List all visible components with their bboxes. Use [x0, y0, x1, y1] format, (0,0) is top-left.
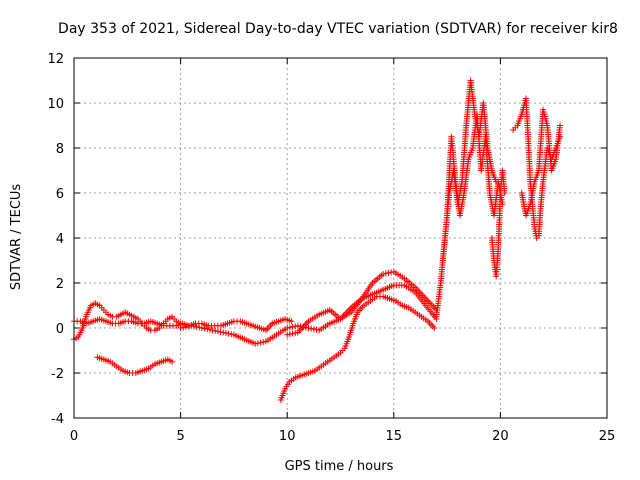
- data-point: [284, 331, 291, 338]
- data-point: [196, 324, 203, 331]
- data-point: [557, 122, 564, 129]
- data-point: [209, 327, 216, 334]
- data-point: [212, 327, 219, 334]
- data-point: [177, 325, 184, 331]
- data-point: [252, 340, 259, 347]
- x-tick-label: 15: [386, 429, 403, 444]
- data-point: [308, 325, 315, 332]
- y-tick-label: -4: [51, 412, 64, 427]
- data-point: [292, 323, 299, 330]
- series-track-c: [94, 354, 176, 376]
- y-tick-label: 8: [56, 142, 64, 157]
- data-point: [190, 323, 197, 330]
- data-point: [292, 330, 299, 337]
- x-tick-label: 10: [279, 429, 296, 444]
- y-tick-label: 2: [56, 277, 64, 292]
- chart-title: Day 353 of 2021, Sidereal Day-to-day VTE…: [58, 21, 618, 37]
- data-point: [289, 330, 296, 337]
- data-point: [220, 329, 227, 336]
- data-point: [260, 339, 267, 346]
- data-point: [182, 323, 189, 330]
- data-point: [313, 326, 320, 333]
- data-point: [180, 324, 187, 331]
- series-track-e: [277, 293, 438, 403]
- data-point: [225, 330, 232, 337]
- data-point: [185, 323, 192, 330]
- y-tick-label: 6: [56, 187, 64, 202]
- grid: [74, 58, 607, 418]
- data-point: [222, 330, 229, 337]
- data-point: [382, 270, 389, 277]
- data-point: [385, 269, 392, 276]
- data-point: [380, 271, 387, 277]
- y-tick-label: 4: [56, 232, 64, 247]
- x-tick-label: 5: [176, 429, 184, 444]
- data-marks: [71, 77, 564, 403]
- series-track-f: [284, 268, 440, 338]
- data-point: [305, 325, 312, 331]
- y-axis-label: SDTVAR / TECUs: [9, 184, 24, 291]
- x-tick-label: 25: [599, 429, 616, 444]
- data-point: [388, 269, 395, 276]
- data-point: [310, 326, 317, 333]
- data-point: [204, 326, 211, 333]
- data-point: [257, 339, 264, 346]
- data-point: [286, 324, 293, 331]
- series-track-h: [439, 111, 506, 264]
- axis-ticks: 0 5 10 15 20 25 -4 -2 0 2 4 6 8 10 12: [47, 52, 615, 444]
- data-point: [193, 323, 200, 330]
- x-axis-label: GPS time / hours: [285, 459, 394, 474]
- data-point: [288, 318, 295, 325]
- data-point: [289, 323, 296, 330]
- data-point: [198, 325, 205, 331]
- data-point: [214, 328, 221, 335]
- data-point: [254, 340, 261, 347]
- y-tick-label: 0: [56, 322, 64, 337]
- data-point: [228, 331, 235, 338]
- series-track-a: [71, 316, 295, 334]
- plot-frame: [73, 57, 608, 419]
- data-point: [294, 322, 301, 329]
- y-tick-label: 12: [47, 52, 64, 67]
- x-tick-label: 20: [492, 429, 509, 444]
- data-point: [206, 326, 213, 333]
- data-point: [201, 325, 208, 332]
- data-point: [169, 358, 176, 365]
- data-point: [284, 325, 291, 331]
- y-tick-label: -2: [51, 367, 64, 382]
- series-track-j: [510, 95, 564, 241]
- series-track-b: [71, 300, 184, 343]
- data-point: [501, 190, 508, 196]
- series-track-d: [177, 282, 440, 347]
- data-point: [431, 325, 438, 331]
- series-track-k: [518, 106, 564, 219]
- data-point: [286, 331, 293, 338]
- data-point: [217, 328, 224, 335]
- x-tick-label: 0: [70, 429, 78, 444]
- series-track-i: [488, 167, 508, 280]
- y-tick-label: 10: [47, 97, 64, 112]
- data-point: [188, 322, 195, 329]
